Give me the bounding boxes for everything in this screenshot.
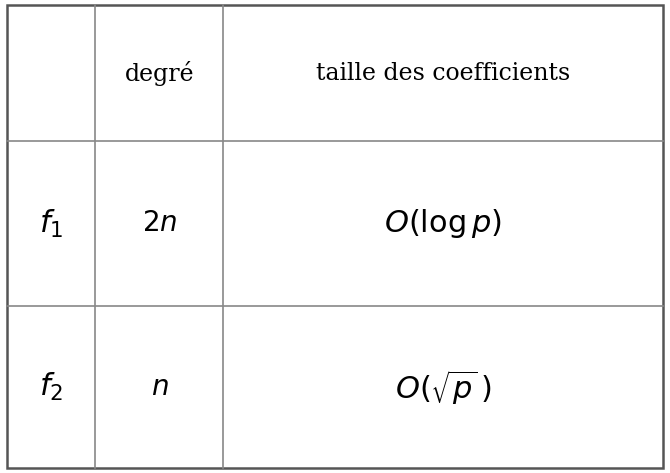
Text: $O(\log p)$: $O(\log p)$ xyxy=(385,207,502,240)
Text: taille des coefficients: taille des coefficients xyxy=(316,61,570,85)
Text: $O(\sqrt{p}\,)$: $O(\sqrt{p}\,)$ xyxy=(395,368,492,407)
Text: $n$: $n$ xyxy=(151,374,168,401)
Text: $f_1$: $f_1$ xyxy=(39,208,63,240)
Text: degré: degré xyxy=(125,61,194,86)
Text: $f_2$: $f_2$ xyxy=(39,371,63,403)
Text: $2n$: $2n$ xyxy=(141,210,177,237)
